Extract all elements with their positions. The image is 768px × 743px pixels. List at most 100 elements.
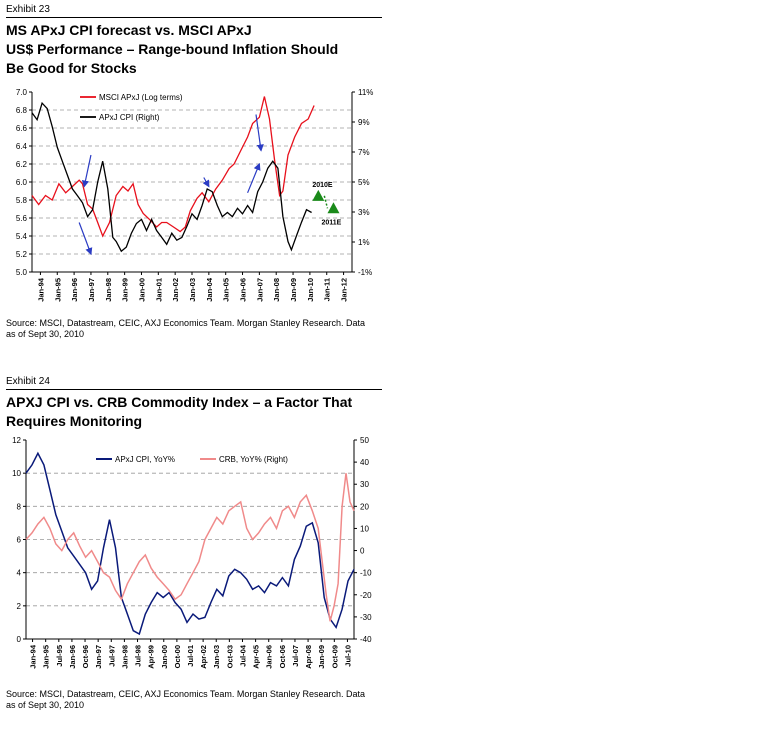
y-tick-label-left: 6.8 [16,106,28,115]
x-tick-label: Oct-06 [278,645,287,668]
y-tick-label-left: 6.6 [16,124,28,133]
chart-cpi-vs-crb: 0 2 4 6 8 10 12 -40 -30 -20 -10 0 10 20 30 40 50 Jan-94 Ja… [12,436,372,669]
y-tick-label-right: 50 [360,436,369,445]
x-tick-label: Jan-03 [188,278,197,302]
x-tick-label: Jul-10 [343,645,352,667]
x-tick-label: Jul-95 [55,645,64,667]
y-tick-label-left: 8 [17,502,22,511]
y-tick-label-right: 40 [360,458,369,467]
annotation-arrow [255,114,264,152]
x-tick-label: Jan-94 [36,277,45,302]
x-tick-label: Oct-09 [330,645,339,668]
annotation-arrow [81,154,92,188]
y-tick-label-right: -20 [360,591,372,600]
legend-label: MSCI APxJ (Log terms) [99,93,183,102]
y-tick-label-left: 12 [12,436,21,445]
x-tick-label: Jan-96 [70,278,79,302]
x-tick-label: Jul-07 [291,645,300,667]
series-line [31,101,312,253]
title-line: Requires Monitoring [6,413,143,429]
y-tick-label-right: 11% [358,88,373,97]
x-tick-label: Jul-01 [186,645,195,667]
x-tick-label: Jan-01 [154,278,163,302]
y-tick-label-left: 6.4 [16,142,28,151]
y-tick-label-right: 9% [358,118,370,127]
forecast-link [323,195,329,209]
x-tick-label: Jan-09 [317,645,326,669]
annotation-arrow [202,177,210,188]
y-tick-label-right: 10 [360,524,369,533]
y-tick-label-left: 0 [17,635,22,644]
x-tick-label: Oct-96 [81,645,90,668]
x-tick-label: Jul-04 [238,644,247,667]
x-tick-label: Jul-97 [107,645,116,667]
forecast-marker [327,202,340,214]
x-tick-label: Jan-96 [68,645,77,669]
x-tick-label: Jan-08 [272,278,281,302]
forecast-marker [312,189,325,201]
source-note: Source: MSCI, Datastream, CEIC, AXJ Econ… [6,318,376,340]
title-line: APXJ CPI vs. CRB Commodity Index – a Fac… [6,394,353,410]
chart-cpi-vs-msci: 5.0 5.2 5.4 5.6 5.8 6.0 6.2 6.4 6.6 6.8 7.0 -1% 1% 3%… [16,88,374,302]
y-tick-label-left: 5.0 [16,268,28,277]
y-tick-label-right: 7% [358,148,370,157]
x-tick-label: Jan-06 [265,645,274,669]
series-line [25,473,355,622]
legend-label: CRB, YoY% (Right) [219,455,288,464]
x-tick-label: Jan-95 [42,645,51,669]
x-tick-label: Jan-97 [87,278,96,302]
y-tick-label-right: -10 [360,569,372,578]
x-tick-label: Jan-04 [205,277,214,302]
x-tick-label: Oct-03 [225,645,234,668]
exhibit-24: Exhibit 24 APXJ CPI vs. CRB Commodity In… [6,376,382,431]
x-tick-label: Apr-05 [252,645,261,669]
x-tick-label: Jan-09 [289,278,298,302]
y-tick-label-right: -40 [360,635,372,644]
forecast-label: 2010E [312,182,333,189]
x-tick-label: Jan-00 [160,645,169,669]
exhibit-title: APXJ CPI vs. CRB Commodity Index – a Fac… [6,393,382,431]
annotation-arrow [78,222,93,256]
x-tick-label: Jan-97 [94,645,103,669]
source-note: Source: MSCI, Datastream, CEIC, AXJ Econ… [6,689,376,711]
title-line: US$ Performance – Range-bound Inflation … [6,41,339,57]
y-tick-label-right: 5% [358,178,370,187]
title-line: Be Good for Stocks [6,60,137,76]
y-tick-label-right: 0 [360,547,365,556]
x-tick-label: Jul-98 [134,645,143,667]
y-tick-label-right: 20 [360,502,369,511]
y-tick-label-left: 4 [17,569,22,578]
series-line [25,451,355,636]
x-tick-label: Apr-08 [304,645,313,669]
legend-label: APxJ CPI (Right) [99,113,160,122]
x-tick-label: Jan-98 [104,278,113,302]
y-tick-label-left: 5.2 [16,250,28,259]
exhibit-23: Exhibit 23 MS APxJ CPI forecast vs. MSCI… [6,4,382,78]
x-tick-label: Apr-02 [199,645,208,669]
source-line: Source: MSCI, Datastream, CEIC, AXJ Econ… [6,689,365,699]
x-tick-label: Jan-06 [239,278,248,302]
x-tick-label: Jan-10 [306,278,315,302]
x-tick-label: Jan-07 [255,278,264,302]
source-line: as of Sept 30, 2010 [6,700,85,710]
forecast-label: 2011E [321,219,341,226]
x-tick-label: Jan-00 [137,278,146,302]
x-tick-label: Jan-03 [212,645,221,669]
exhibit-label: Exhibit 23 [6,4,382,18]
y-tick-label-right: 3% [358,208,370,217]
title-line: MS APxJ CPI forecast vs. MSCI APxJ [6,22,252,38]
x-tick-label: Jan-02 [171,278,180,302]
exhibit-label: Exhibit 24 [6,376,382,390]
x-tick-label: Oct-00 [173,645,182,668]
source-line: as of Sept 30, 2010 [6,329,85,339]
y-tick-label-left: 6.0 [16,178,28,187]
legend-label: APxJ CPI, YoY% [115,455,175,464]
y-tick-label-left: 5.8 [16,196,28,205]
x-tick-label: Jan-12 [340,278,349,302]
annotation-arrow [247,162,261,194]
y-tick-label-right: 30 [360,480,369,489]
x-tick-label: Jan-95 [53,278,62,302]
source-line: Source: MSCI, Datastream, CEIC, AXJ Econ… [6,318,365,328]
y-tick-label-left: 2 [17,602,22,611]
y-tick-label-left: 7.0 [16,88,28,97]
